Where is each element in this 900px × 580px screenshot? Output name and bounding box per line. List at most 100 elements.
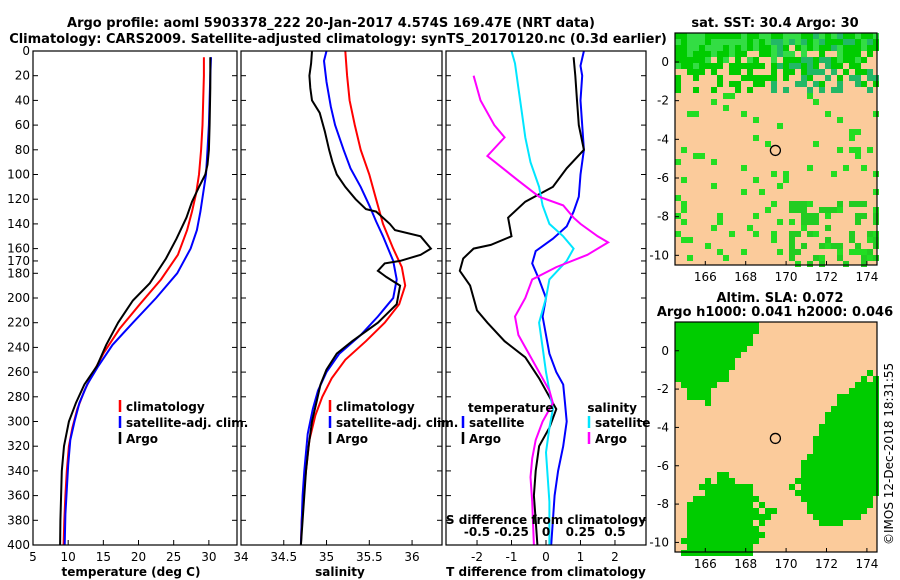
legend-argo: Argo (126, 432, 158, 446)
depth-tick-label: 140 (7, 217, 30, 231)
sst-map-panel: 166 168 170 172 174 0 -2 -4 -6 -8 -10 (649, 32, 879, 284)
difference-panel: -2 -1 0 1 2 -0.5 -0.25 0 0.25 0.5 (445, 50, 647, 564)
depth-tick-label: 20 (15, 69, 30, 83)
salinity-xlabel: salinity (315, 565, 365, 579)
depth-tick-label: 40 (15, 93, 30, 107)
x-tick-label: 15 (96, 550, 111, 564)
series-salinity-argo (472, 75, 611, 545)
x-tick-label: 34.5 (270, 550, 297, 564)
depth-tick-label: 300 (7, 415, 30, 429)
series-temperature-satellite (531, 51, 585, 545)
x-tick-label: 25 (166, 550, 181, 564)
salinity-legend: climatology satellite-adj. clim. Argo (328, 400, 458, 446)
depth-tick-label: 60 (15, 118, 30, 132)
legend-climatology: climatology (126, 400, 205, 414)
lat-tick-label: -8 (657, 497, 669, 511)
lat-tick-label: -2 (657, 94, 669, 108)
lon-tick-label: 166 (694, 557, 717, 571)
depth-tick-label: 100 (7, 168, 30, 182)
depth-tick-label: 80 (15, 143, 30, 157)
s-diff-label: S difference from climatology (446, 513, 646, 527)
depth-tick-label: 260 (7, 365, 30, 379)
lat-tick-label: -6 (657, 459, 669, 473)
s-diff-tick-label: -0.25 (494, 525, 529, 539)
s-diff-tick-label: 0.5 (604, 525, 625, 539)
temperature-xlabel: temperature (deg C) (62, 565, 201, 579)
depth-tick-label: 160 (7, 242, 30, 256)
depth-tick-label: 360 (7, 489, 30, 503)
lon-tick-label: 170 (775, 270, 798, 284)
x-tick-label: 35 (319, 550, 334, 564)
depth-tick-label: 200 (7, 291, 30, 305)
argo-position-marker (769, 144, 782, 157)
depth-tick-label: 170 (7, 254, 30, 268)
depth-tick-label: 120 (7, 192, 30, 206)
x-tick-label: 36 (404, 550, 419, 564)
lon-tick-label: 168 (734, 270, 757, 284)
depth-tick-label: 340 (7, 464, 30, 478)
x-tick-label: 2 (611, 550, 619, 564)
lat-tick-label: 0 (661, 344, 669, 358)
map1-title: sat. SST: 30.4 Argo: 30 (691, 16, 858, 31)
x-tick-label: 30 (201, 550, 216, 564)
lon-tick-label: 166 (694, 270, 717, 284)
depth-tick-label: 380 (7, 513, 30, 527)
lon-tick-label: 172 (815, 557, 838, 571)
legend-sal-header: salinity (587, 401, 637, 415)
lat-tick-label: -6 (657, 171, 669, 185)
x-tick-label: 10 (61, 550, 76, 564)
x-tick-label: 5 (29, 550, 37, 564)
credit-text: ©IMOS 12-Dec-2018 18:31:55 (882, 363, 896, 545)
figure-title-line2: Climatology: CARS2009. Satellite-adjuste… (9, 32, 667, 47)
lon-tick-label: 174 (855, 557, 878, 571)
temperature-legend: climatology satellite-adj. clim. Argo (118, 400, 248, 446)
s-diff-tick-label: -0.5 (464, 525, 490, 539)
depth-tick-label: 240 (7, 340, 30, 354)
series-temperature-argo (458, 57, 585, 545)
figure-title-line1: Argo profile: aoml 5903378_222 20-Jan-20… (67, 16, 595, 31)
lon-tick-label: 170 (775, 557, 798, 571)
argo-position-marker (769, 432, 782, 445)
legend-temp-argo: Argo (469, 432, 501, 446)
x-tick-label: -2 (471, 550, 483, 564)
map2-title-a: Altim. SLA: 0.072 (717, 291, 844, 306)
legend-sat-adj: satellite-adj. clim. (126, 416, 248, 430)
depth-tick-label: 180 (7, 266, 30, 280)
x-tick-label: -1 (506, 550, 518, 564)
x-tick-label: 35.5 (356, 550, 383, 564)
depth-tick-label: 320 (7, 439, 30, 453)
legend-temp-sat: satellite (469, 416, 524, 430)
lat-tick-label: -10 (649, 535, 669, 549)
lat-tick-label: 0 (661, 55, 669, 69)
lon-tick-label: 172 (815, 270, 838, 284)
legend-sat-adj-s: satellite-adj. clim. (336, 416, 458, 430)
salinity-panel: 34 34.5 35 35.5 36 (233, 50, 443, 564)
lat-tick-label: -4 (657, 132, 669, 146)
series-argo (59, 57, 212, 545)
x-tick-label: 20 (131, 550, 146, 564)
map2-title-b: Argo h1000: 0.041 h2000: 0.046 (657, 305, 893, 320)
lat-tick-label: -4 (657, 420, 669, 434)
series-satellite-adj-clim- (63, 57, 212, 545)
sla-map-panel: 166 168 170 172 174 0 -2 -4 -6 -8 -10 (649, 321, 879, 571)
lon-tick-label: 168 (734, 557, 757, 571)
difference-xlabel: T difference from climatology (446, 565, 646, 579)
x-tick-label: 1 (577, 550, 585, 564)
legend-climatology-s: climatology (336, 400, 415, 414)
s-diff-tick-label: 0.25 (566, 525, 596, 539)
x-tick-label: 34 (233, 550, 248, 564)
legend-sal-argo: Argo (595, 432, 627, 446)
lat-tick-label: -2 (657, 382, 669, 396)
s-diff-tick-label: 0 (542, 525, 550, 539)
series-salinity-satellite (510, 51, 575, 545)
lon-tick-label: 174 (855, 270, 878, 284)
x-tick-label: 0 (542, 550, 550, 564)
series-climatology (299, 51, 407, 545)
series-satellite-adj-clim- (299, 51, 398, 545)
lat-tick-label: -10 (649, 248, 669, 262)
map-cells (675, 322, 879, 556)
legend-argo-s: Argo (336, 432, 368, 446)
map-cells (675, 33, 879, 267)
